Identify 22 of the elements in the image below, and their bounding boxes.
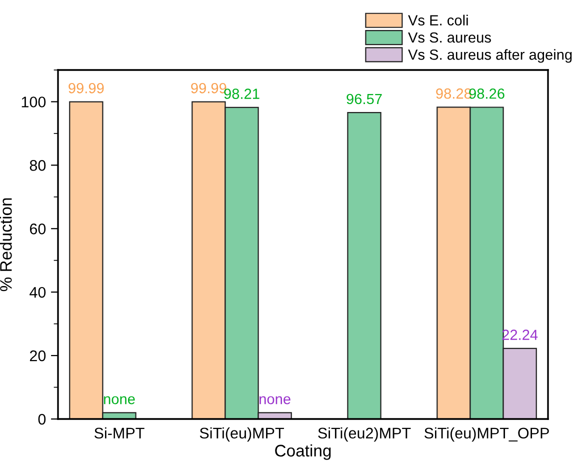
data-label: 98.21 bbox=[224, 88, 260, 99]
y-tick-label: 100 bbox=[22, 96, 46, 108]
x-tick-label: SiTi(eu)MPT bbox=[200, 427, 284, 442]
data-label: none bbox=[104, 396, 135, 404]
data-label: 99.99 bbox=[191, 82, 226, 94]
y-tick-label: 40 bbox=[30, 286, 46, 298]
legend-label: Vs E. coli bbox=[408, 14, 468, 26]
legend-label: Vs S. aureus bbox=[408, 32, 491, 43]
y-tick-label: 20 bbox=[30, 350, 46, 362]
y-axis-title: % Reduction bbox=[0, 198, 12, 292]
bar bbox=[347, 112, 382, 419]
data-label: 99.99 bbox=[68, 82, 104, 94]
y-tick-label: 60 bbox=[30, 224, 46, 234]
y-tick-label: 80 bbox=[30, 160, 46, 171]
y-tick-label: 0 bbox=[38, 414, 46, 425]
legend-label: Vs S. aureus after ageing bbox=[408, 49, 572, 63]
x-tick-label: SiTi(eu2)MPT bbox=[318, 427, 411, 442]
x-tick-label: Si-MPT bbox=[94, 427, 144, 439]
data-label: none bbox=[260, 396, 290, 404]
x-axis-title: Coating bbox=[275, 444, 331, 460]
x-tick-label: SiTi(eu)MPT_OPP bbox=[424, 427, 549, 442]
data-label: 96.57 bbox=[346, 94, 382, 104]
